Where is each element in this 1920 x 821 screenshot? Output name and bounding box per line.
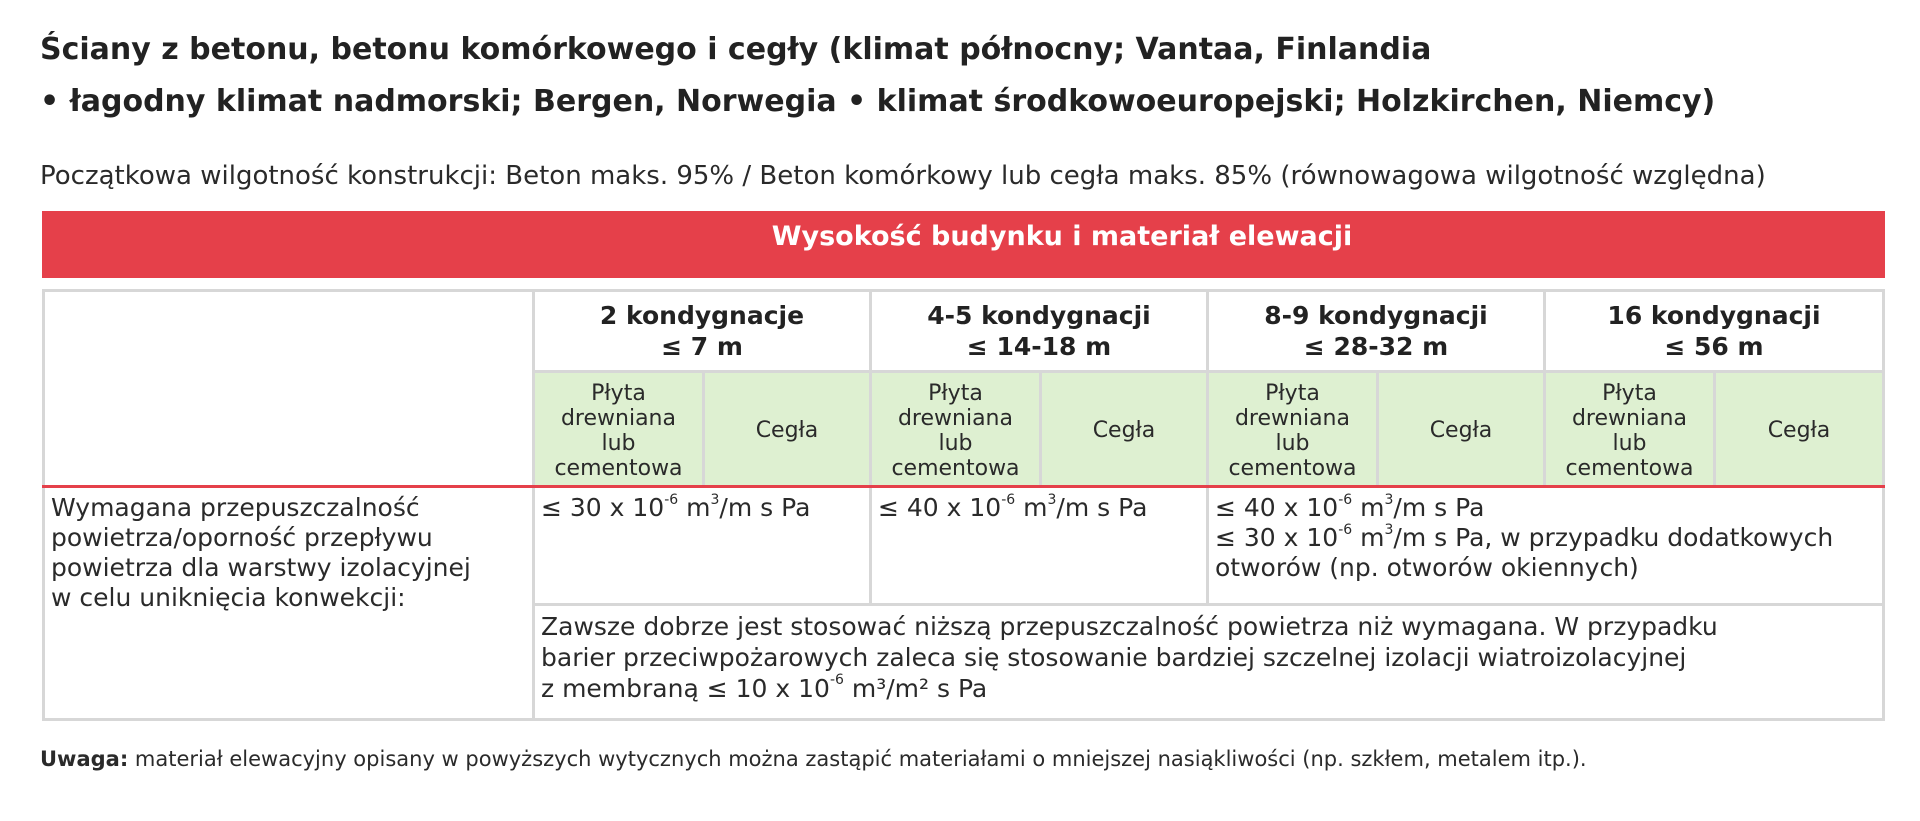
- footnote: Uwaga: materiał elewacyjny opisany w pow…: [40, 747, 1587, 771]
- subheader-brick-col1: Cegła: [702, 370, 872, 488]
- initial-moisture-subtitle: Początkowa wilgotność konstrukcji: Beton…: [40, 161, 1766, 191]
- subheader-brick-col3: Cegła: [1376, 370, 1546, 488]
- column-header-8-9-storeys: 8-9 kondygnacji ≤ 28-32 m: [1206, 289, 1546, 373]
- table-main-header-label: Wysokość budynku i materiał elewacji: [771, 221, 1353, 252]
- subheader-brick-col4: Cegła: [1713, 370, 1885, 488]
- column-header-2-storeys: 2 kondygnacje ≤ 7 m: [532, 289, 872, 373]
- title-line-2: • łagodny klimat nadmorski; Bergen, Norw…: [40, 84, 1716, 119]
- footnote-text: materiał elewacyjny opisany w powyższych…: [128, 747, 1587, 771]
- title-line-1: Ściany z betonu, betonu komórkowego i ce…: [40, 32, 1432, 67]
- value-2-storeys: ≤ 30 x 10-6 m3/m s Pa: [532, 485, 872, 606]
- recommendation-cell: Zawsze dobrze jest stosować niższą przep…: [532, 603, 1885, 721]
- subheader-board-col3: Płyta drewniana lub cementowa: [1206, 370, 1379, 488]
- subheader-board-col4: Płyta drewniana lub cementowa: [1543, 370, 1716, 488]
- document-title: Ściany z betonu, betonu komórkowego i ce…: [40, 24, 1880, 128]
- value-8-16-storeys: ≤ 40 x 10-6 m3/m s Pa ≤ 30 x 10-6 m3/m s…: [1206, 485, 1885, 606]
- table-corner-cell: [42, 289, 535, 488]
- footnote-label: Uwaga:: [40, 747, 129, 771]
- subheader-board-col2: Płyta drewniana lub cementowa: [869, 370, 1042, 488]
- row-label-air-permeability: Wymagana przepuszczalność powietrza/opor…: [42, 485, 535, 721]
- value-4-5-storeys: ≤ 40 x 10-6 m3/m s Pa: [869, 485, 1209, 606]
- subheader-brick-col2: Cegła: [1039, 370, 1209, 488]
- table-main-header: Wysokość budynku i materiał elewacji: [42, 211, 1885, 278]
- column-header-4-5-storeys: 4-5 kondygnacji ≤ 14-18 m: [869, 289, 1209, 373]
- column-header-16-storeys: 16 kondygnacji ≤ 56 m: [1543, 289, 1885, 373]
- header-body-divider: [42, 485, 1885, 488]
- subheader-board-col1: Płyta drewniana lub cementowa: [532, 370, 705, 488]
